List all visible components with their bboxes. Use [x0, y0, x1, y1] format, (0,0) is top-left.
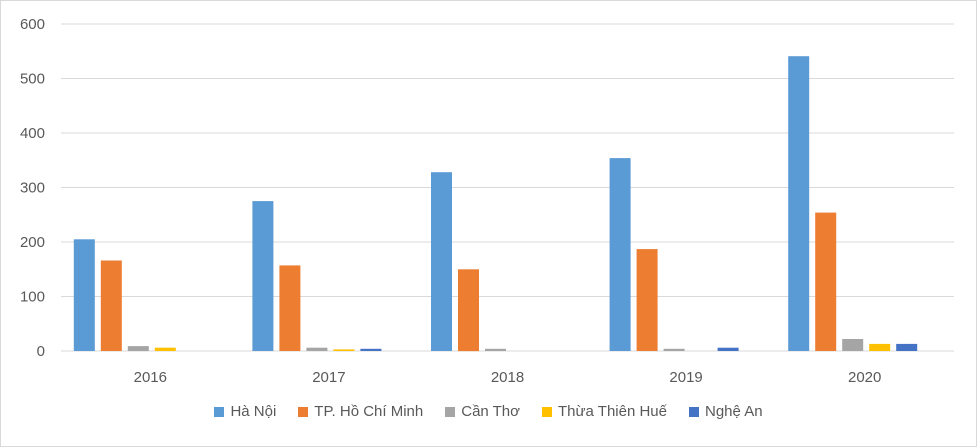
y-tick-label: 200: [20, 234, 45, 251]
bar-2018-0: [431, 172, 452, 351]
x-tick-label: 2018: [491, 369, 524, 386]
bar-2016-0: [74, 239, 95, 351]
legend-swatch: [445, 407, 455, 417]
bar-2016-1: [101, 261, 122, 352]
legend: Hà Nội TP. Hồ Chí Minh Cần Thơ Thừa Thiên H…: [0, 403, 977, 420]
bar-2017-4: [360, 349, 381, 351]
x-tick-label: 2017: [312, 369, 345, 386]
legend-item: Cần Thơ: [445, 403, 520, 420]
legend-item: Nghệ An: [689, 403, 763, 420]
bar-2019-0: [610, 158, 631, 351]
legend-swatch: [689, 407, 699, 417]
bar-2017-2: [306, 348, 327, 351]
bar-2018-1: [458, 269, 479, 351]
bar-2017-1: [279, 265, 300, 351]
bar-2018-2: [485, 349, 506, 351]
bar-2019-4: [718, 348, 739, 351]
y-tick-label: 400: [20, 125, 45, 142]
y-tick-label: 600: [20, 16, 45, 33]
bar-2019-2: [664, 349, 685, 351]
y-tick-label: 500: [20, 71, 45, 88]
y-axis: 0 100 200 300 400 500 600: [20, 16, 45, 360]
legend-item: Thừa Thiên Huế: [542, 403, 667, 420]
bar-2020-3: [869, 344, 890, 351]
y-tick-label: 0: [37, 343, 45, 360]
legend-item: Hà Nội: [214, 403, 276, 420]
legend-label: Hà Nội: [230, 403, 276, 420]
legend-item: TP. Hồ Chí Minh: [298, 403, 423, 420]
legend-label: Thừa Thiên Huế: [558, 403, 667, 420]
bar-2017-3: [333, 349, 354, 351]
y-tick-label: 100: [20, 289, 45, 306]
legend-label: Cần Thơ: [461, 403, 520, 420]
bars: [74, 56, 917, 351]
bar-2016-2: [128, 346, 149, 351]
bar-2020-0: [788, 56, 809, 351]
bar-chart: 0 100 200 300 400 500 600 2016 2017 2018 2019 2020: [1, 1, 976, 401]
legend-label: Nghệ An: [705, 403, 763, 420]
bar-2020-1: [815, 213, 836, 351]
legend-swatch: [542, 407, 552, 417]
legend-swatch: [298, 407, 308, 417]
x-tick-label: 2016: [134, 369, 167, 386]
legend-swatch: [214, 407, 224, 417]
bar-2020-2: [842, 339, 863, 351]
bar-2019-1: [637, 249, 658, 351]
bar-2016-3: [155, 348, 176, 351]
bar-2020-4: [896, 344, 917, 351]
x-tick-label: 2019: [669, 369, 702, 386]
bar-2017-0: [252, 201, 273, 351]
legend-label: TP. Hồ Chí Minh: [314, 403, 423, 420]
x-axis: 2016 2017 2018 2019 2020: [134, 369, 882, 386]
x-tick-label: 2020: [848, 369, 881, 386]
y-tick-label: 300: [20, 180, 45, 197]
